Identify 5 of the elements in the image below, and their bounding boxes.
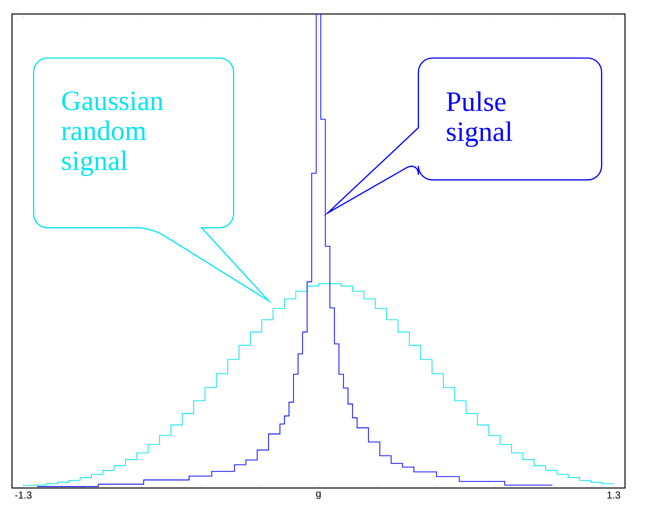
- x-tick-label: g: [316, 492, 321, 499]
- annotation: Gaussian random signal: [62, 91, 164, 176]
- x-tick-label: -1.3: [15, 492, 32, 499]
- annotation: Pulse signal: [446, 91, 512, 147]
- x-tick-label: 1.3: [607, 492, 620, 499]
